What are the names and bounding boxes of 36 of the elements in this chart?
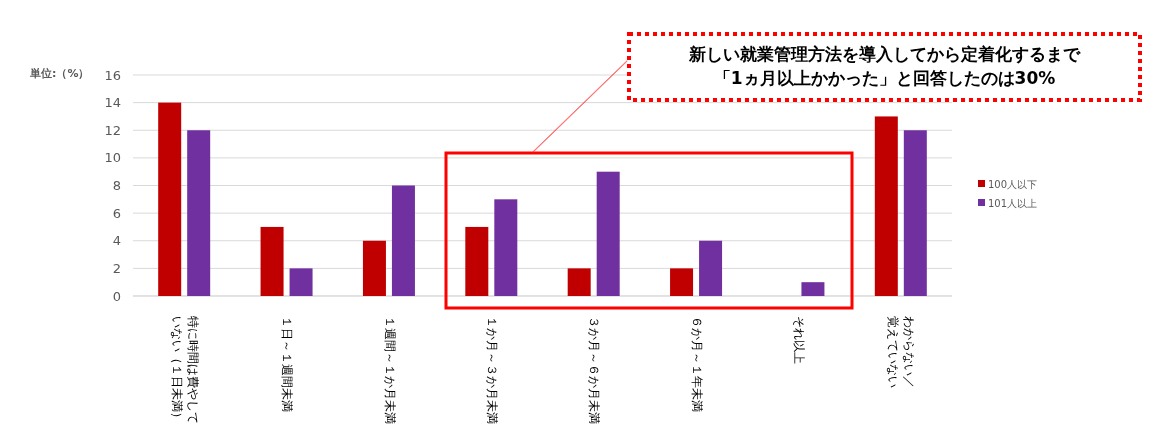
- bar: [391, 185, 415, 296]
- x-tick-label: １か月～３か月未満: [484, 316, 500, 425]
- bar: [362, 240, 386, 296]
- bar: [187, 130, 211, 296]
- y-tick-label: 10: [104, 150, 121, 166]
- bar: [801, 282, 825, 296]
- y-tick-label: 16: [104, 67, 121, 83]
- x-tick-label: 特に時間は費やしていない（１日未満）: [169, 316, 200, 425]
- bar: [670, 268, 694, 296]
- bar: [260, 226, 284, 296]
- y-tick-label: 12: [104, 122, 121, 138]
- x-tick-label: ３か月～６か月未満: [586, 316, 602, 425]
- bar: [567, 268, 591, 296]
- legend-label: 100人以下: [988, 178, 1038, 190]
- y-tick-label: 8: [112, 178, 121, 193]
- y-axis-title: 単位:（%）: [29, 67, 90, 80]
- y-tick-label: 6: [112, 205, 121, 221]
- bar: [874, 116, 898, 296]
- bar: [699, 240, 723, 296]
- y-tick-label: 0: [112, 288, 121, 304]
- bar: [158, 102, 182, 296]
- annotation: 新しい就業管理方法を導入してから定着化するまで「1ヵ月以上かかった」と回答したのは30%: [688, 44, 1081, 88]
- bar: [596, 171, 620, 296]
- y-tick-label: 2: [112, 260, 121, 276]
- bar: [465, 226, 489, 296]
- x-tick-label: １日～１週間未満: [279, 316, 295, 413]
- y-tick-label: 14: [104, 95, 121, 111]
- legend-label: 101人以上: [988, 197, 1038, 209]
- bar: [494, 199, 518, 296]
- x-tick-label: １週間～１か月未満: [381, 316, 397, 425]
- x-tick-label: わからない／覚えていない: [885, 316, 917, 389]
- y-tick-label: 4: [112, 233, 121, 249]
- bar: [289, 268, 313, 296]
- x-tick-label: それ以上: [791, 316, 807, 365]
- bar: [903, 130, 927, 296]
- x-tick-label: ６か月～１年未満: [688, 316, 704, 413]
